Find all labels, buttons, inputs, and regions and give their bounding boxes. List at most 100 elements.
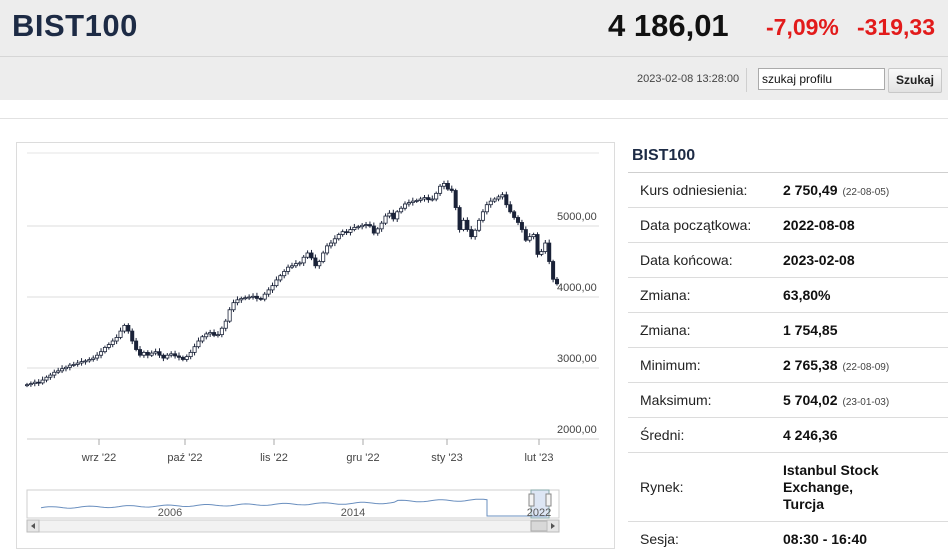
candle-body [146,352,149,355]
candle-body [435,193,438,199]
candle-body [516,217,519,222]
candle-body [384,216,387,223]
info-row: Data końcowa:2023-02-08 [628,243,948,278]
info-table: Kurs odniesienia:2 750,49(22-08-05) Data … [628,172,948,556]
candle-body [88,359,91,360]
candle-body [552,262,555,280]
candle-body [322,253,325,262]
x-axis-tick-label: sty '23 [431,452,462,464]
candle-body [209,333,212,334]
symbol-title: BIST100 [12,8,138,44]
info-value-cell: Istanbul Stock Exchange, Turcja [783,453,948,522]
info-row: Maksimum:5 704,02(23-01-03) [628,383,948,418]
candle-body [403,204,406,208]
info-value: 2 750,49 [783,182,838,198]
candle-body [325,246,328,253]
candle-body [68,365,71,367]
candle-body [45,377,48,380]
info-row: Kurs odniesienia:2 750,49(22-08-05) [628,173,948,208]
candle-body [310,253,313,258]
candle-body [127,325,130,331]
info-row: Średni:4 246,36 [628,418,948,453]
navigator-year-label: 2022 [527,507,551,519]
info-value-date: (23-01-03) [843,397,890,408]
candle-body [415,200,418,201]
candle-body [135,341,138,350]
candle-body [123,325,126,331]
candle-body [259,298,262,299]
candle-body [368,225,371,226]
header-divider [0,56,948,57]
candle-body [509,205,512,212]
candle-body [411,201,414,202]
candle-body [423,198,426,199]
candle-body [189,352,192,356]
candle-body [216,335,219,336]
change-absolute: -319,33 [857,14,935,41]
candle-body [142,352,145,355]
candle-body [396,212,399,219]
candle-body [115,337,118,341]
candle-body [255,296,258,298]
candle-body [228,310,231,321]
candle-body [388,213,391,216]
candle-body [150,353,153,355]
info-value: 5 704,02 [783,392,838,408]
candle-body [306,253,309,257]
candle-body [41,380,44,383]
info-value-cell: 5 704,02 (23-01-03) [783,383,948,418]
candle-body [349,230,352,233]
candle-body [528,237,531,241]
candle-body [501,195,504,197]
candle-body [220,328,223,334]
info-label: Minimum: [628,348,783,383]
candle-body [92,358,95,359]
candle-body [419,199,422,200]
last-price: 4 186,01 [608,8,729,44]
info-row: Sesja:08:30 - 16:40 [628,522,948,556]
candle-body [314,258,317,266]
candle-body [294,264,297,266]
candle-body [33,382,36,383]
info-label: Zmiana: [628,278,783,313]
candle-body [462,220,465,229]
scrollbar-thumb[interactable] [531,521,547,531]
candle-body [489,201,492,205]
candle-body [372,226,375,233]
candle-body [244,298,247,299]
candle-body [111,341,114,345]
info-value: 2023-02-08 [783,252,855,268]
info-value-cell: 63,80% [783,278,948,313]
candle-body [380,223,383,229]
y-axis-tick-label: 3000,00 [557,353,597,365]
candle-body [103,347,106,351]
y-axis-tick-label: 2000,00 [557,424,597,436]
candle-body [337,235,340,239]
candle-body [458,208,461,230]
info-value-cell: 08:30 - 16:40 [783,522,948,556]
navigator-handle-left [529,494,534,506]
candle-body [193,347,196,353]
x-axis-tick-label: lis '22 [260,452,288,464]
info-label: Kurs odniesienia: [628,173,783,208]
candle-body [279,276,282,280]
info-value-cell: 4 246,36 [783,418,948,453]
profile-search-input[interactable] [758,68,885,90]
candle-body [60,369,63,371]
candle-body [173,354,176,356]
candle-body [25,385,28,386]
candle-body [376,229,379,233]
candle-body [466,220,469,229]
navigator-year-label: 2006 [158,507,182,519]
candle-body [497,197,500,199]
candle-body [427,198,430,200]
candle-body [49,375,52,377]
search-button[interactable]: Szukaj [888,68,942,93]
candle-body [37,382,40,383]
info-value: Istanbul Stock Exchange, Turcja [783,462,883,513]
candle-body [205,334,208,337]
x-axis-tick-label: gru '22 [346,452,379,464]
candle-body [520,222,523,229]
candle-body [64,367,67,368]
